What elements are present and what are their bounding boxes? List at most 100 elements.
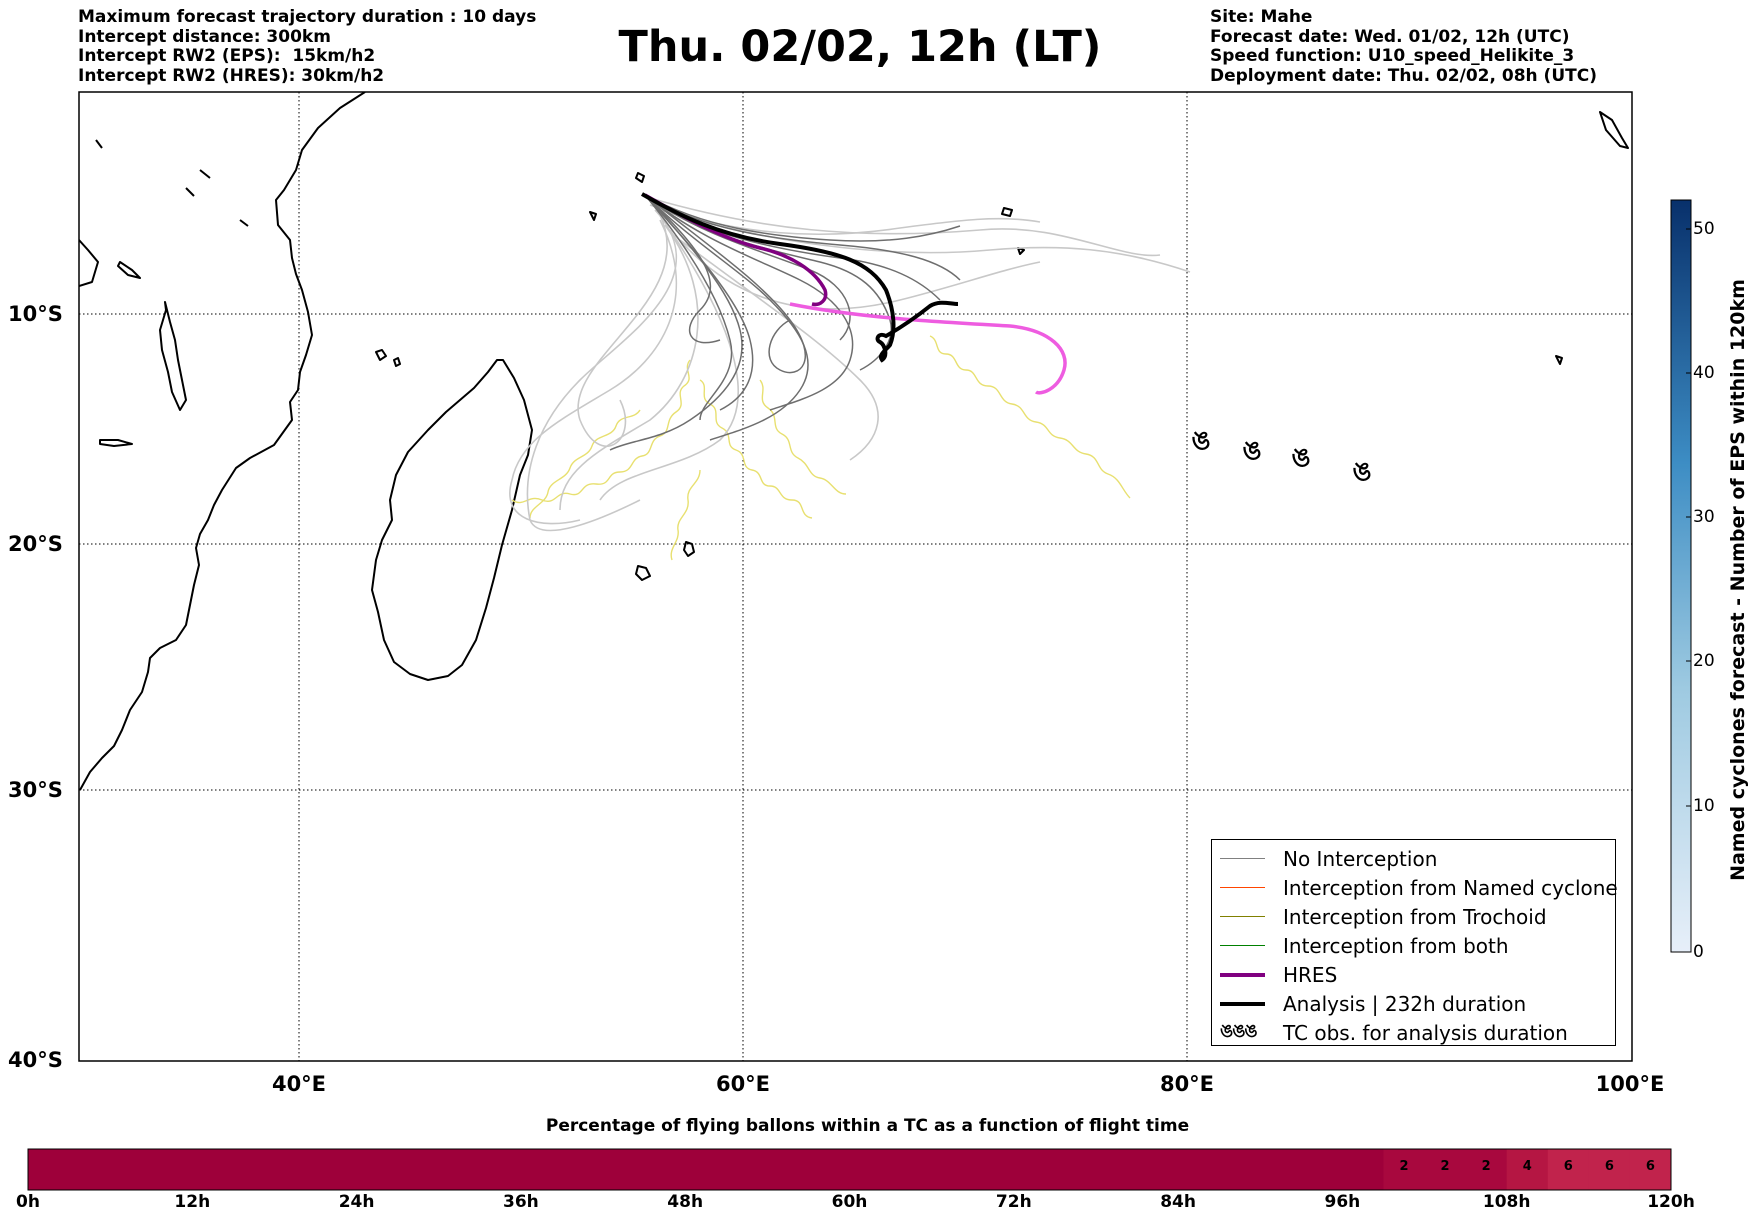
legend-item-hres: HRES xyxy=(1220,960,1337,989)
flight-time-tick: 120h xyxy=(1647,1192,1695,1212)
colorbar-label: Named cyclones forecast - Number of EPS … xyxy=(1727,279,1749,881)
site-info: Site: Mahe Forecast date: Wed. 01/02, 12… xyxy=(1210,7,1597,86)
flight-time-cell xyxy=(110,1149,152,1190)
lat-tick-40s: 40°S xyxy=(8,1048,63,1072)
flight-time-title: Percentage of flying ballons within a TC… xyxy=(545,1116,1190,1136)
flight-time-cell xyxy=(685,1149,727,1190)
grey-dark-track-1 xyxy=(644,194,854,411)
flight-time-cell xyxy=(315,1149,358,1190)
flight-time-frame xyxy=(27,1148,1672,1191)
grey-light-track-8 xyxy=(679,239,879,461)
legend-swatch xyxy=(1220,1001,1265,1006)
trochoid-track-5 xyxy=(759,379,847,495)
cyclone-icon: ঙ xyxy=(1352,457,1371,487)
flight-time-cell xyxy=(69,1149,111,1190)
pink-trajectory xyxy=(789,302,1067,395)
lat-tick-30s: 30°S xyxy=(8,778,63,802)
flight-time-tick: 12h xyxy=(174,1192,211,1212)
cyclone-icon: ঙ xyxy=(1291,443,1310,473)
flight-time-cell xyxy=(1547,1149,1590,1190)
trochoid-track-1 xyxy=(511,359,691,504)
legend-item-trochoid: Interception from Trochoid xyxy=(1220,902,1547,931)
flight-time-cell-value: 2 xyxy=(1481,1159,1491,1174)
flight-time-cell xyxy=(972,1149,1015,1190)
comoros-islands xyxy=(375,349,401,367)
lon-tick-80e: 80°E xyxy=(1159,1072,1215,1096)
chagos-islands xyxy=(1001,207,1025,255)
flight-time-cell xyxy=(1301,1149,1343,1190)
flight-time-cell xyxy=(1465,1149,1508,1190)
flight-time-cell xyxy=(479,1149,522,1190)
legend-label: Interception from Trochoid xyxy=(1283,904,1547,929)
light-grey-trajectories xyxy=(509,197,1191,532)
flight-time-tick: 36h xyxy=(503,1192,539,1212)
flight-time-cell xyxy=(931,1149,974,1190)
lake-malawi-shore xyxy=(117,261,141,279)
flight-time-cell xyxy=(1506,1149,1549,1190)
flight-time-cell xyxy=(274,1149,317,1190)
legend-item-no-interception: No Interception xyxy=(1220,844,1437,873)
coastlines xyxy=(79,92,1629,791)
grey-light-track-7 xyxy=(599,229,740,501)
africa-coast xyxy=(79,92,366,791)
flight-time-cell-value: 6 xyxy=(1604,1159,1614,1174)
lon-tick-100e: 100°E xyxy=(1595,1072,1665,1096)
flight-time-tick: 96h xyxy=(1324,1192,1361,1212)
grey-light-track-10 xyxy=(674,234,1041,310)
forecast-date-text: Forecast date: Wed. 01/02, 12h (UTC) xyxy=(1210,26,1570,47)
flight-time-cell xyxy=(1383,1149,1426,1190)
colorbar-tick-30: 30 xyxy=(1693,507,1715,527)
grey-dark-track-8 xyxy=(644,194,807,374)
trochoid-track-4 xyxy=(529,409,641,519)
lon-tick-40e: 40°E xyxy=(271,1072,327,1096)
speed-function-text: Speed function: U10_speed_Helikite_3 xyxy=(1210,46,1575,66)
flight-time-cell xyxy=(1342,1149,1384,1190)
flight-time-cell xyxy=(1178,1149,1220,1190)
flight-time-cell xyxy=(726,1149,768,1190)
legend-swatch xyxy=(1220,916,1265,917)
flight-time-tick: 108h xyxy=(1482,1192,1531,1212)
flight-time-cell xyxy=(438,1149,481,1190)
legend-label: HRES xyxy=(1283,962,1338,987)
flight-time-cell xyxy=(192,1149,234,1190)
reunion-island xyxy=(683,541,695,557)
legend-label: Interception from Named cyclone xyxy=(1283,875,1618,900)
flight-time-cell xyxy=(1260,1149,1302,1190)
grey-light-track-6 xyxy=(559,224,699,511)
seychelles-islands xyxy=(589,172,645,221)
grey-dark-track-10 xyxy=(644,194,721,344)
lon-tick-60e: 60°E xyxy=(715,1072,771,1096)
legend-item-tc-obs: ঙঙঙ TC obs. for analysis duration xyxy=(1220,1018,1568,1047)
flight-time-tick: 24h xyxy=(338,1192,375,1212)
grey-light-track-9 xyxy=(577,214,668,447)
cyclone-icon: ঙ xyxy=(1242,436,1261,466)
map-frame xyxy=(78,91,1633,1062)
flight-time-cell xyxy=(28,1149,70,1190)
intercept-eps-text: Intercept RW2 (EPS): 15km/h2 xyxy=(78,46,376,66)
flight-time-cell-value: 6 xyxy=(1563,1159,1573,1174)
lake-tanganyika xyxy=(159,301,187,411)
flight-time-cell xyxy=(603,1149,645,1190)
flight-time-cell xyxy=(1013,1149,1056,1190)
grey-dark-track-7 xyxy=(644,194,733,421)
legend-label: TC obs. for analysis duration xyxy=(1283,1020,1568,1045)
flight-time-cell-value: 2 xyxy=(1440,1159,1450,1174)
madagascar-coast xyxy=(371,359,533,681)
grey-dark-track-6 xyxy=(644,194,961,242)
flight-time-cell xyxy=(151,1149,193,1190)
flight-time-cell xyxy=(561,1149,604,1190)
grey-light-track-4 xyxy=(526,209,678,532)
sri-lanka-top xyxy=(1599,111,1629,149)
forecast-parameters: Maximum forecast trajectory duration : 1… xyxy=(78,7,536,86)
flight-time-cell xyxy=(397,1149,440,1190)
coast-fragments-west xyxy=(95,139,249,227)
flight-time-cell xyxy=(1424,1149,1467,1190)
trochoid-track-6 xyxy=(670,469,701,561)
flight-time-cell xyxy=(233,1149,275,1190)
flight-time-cell xyxy=(520,1149,563,1190)
flight-time-cell xyxy=(1588,1149,1631,1190)
cyclone-icon: ঙ xyxy=(1191,426,1210,456)
flight-time-cell xyxy=(644,1149,686,1190)
legend-item-analysis: Analysis | 232h duration xyxy=(1220,989,1526,1018)
